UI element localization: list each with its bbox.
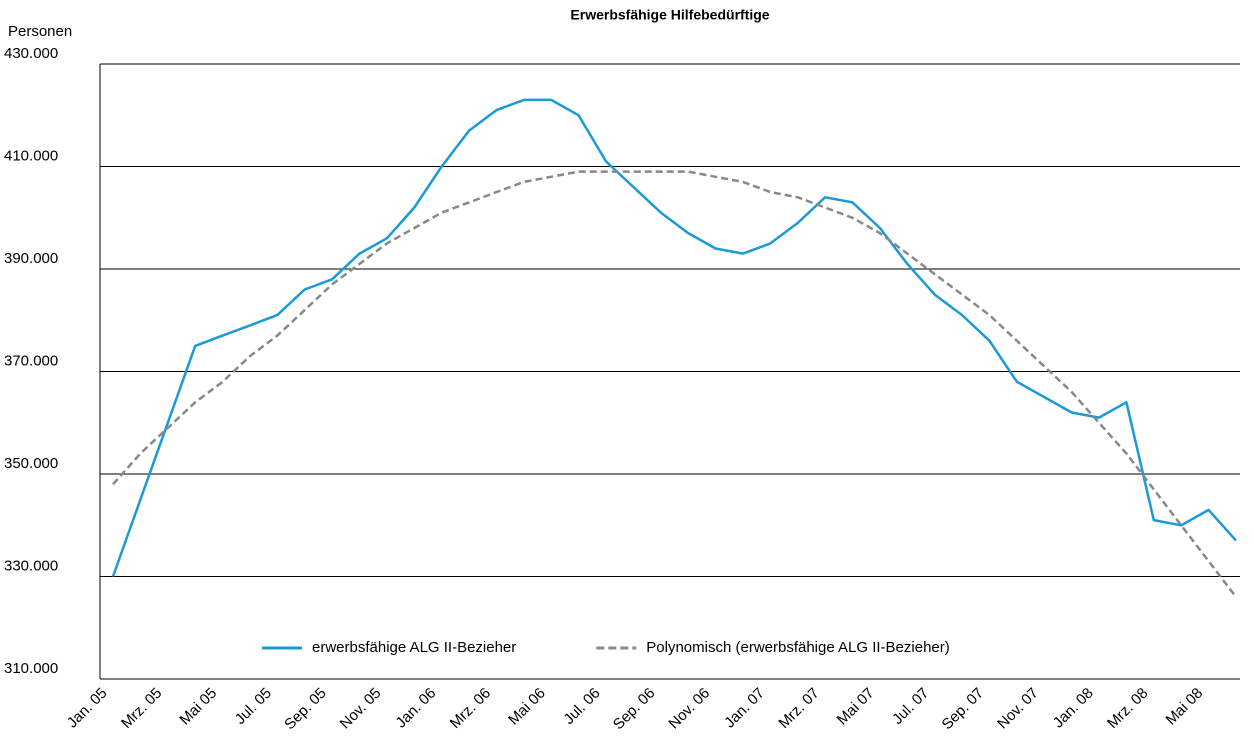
x-tick-label: Jan. 08 [1050,685,1097,732]
series-line [112,170,1237,598]
x-tick-label: Mai 05 [176,685,220,729]
x-tick-label: Nov. 07 [994,685,1042,733]
x-tick-label: Jan. 06 [392,685,439,732]
y-axis-label: Personen [8,23,72,40]
x-tick-label: Sep. 06 [610,685,659,734]
x-tick-label: Mrz. 06 [447,685,494,732]
x-tick-label: Sep. 07 [939,685,988,734]
x-tick-label: Jan. 05 [64,685,111,732]
x-tick-label: Jul. 07 [889,685,932,728]
x-tick-label: Nov. 05 [337,685,385,733]
y-tick-label: 370.000 [4,352,58,369]
x-tick-label: Mrz. 08 [1104,685,1151,732]
x-tick-label: Jul. 05 [232,685,275,728]
x-tick-label: Mai 06 [505,685,549,729]
x-tick-label: Nov. 06 [665,685,713,733]
x-tick-label: Jan. 07 [721,685,768,732]
legend-label: Polynomisch (erwerbsfähige ALG II-Bezieh… [646,639,949,656]
series-line [111,98,1237,577]
chart-title: Erwerbsfähige Hilfebedürftige [570,7,769,23]
x-tick-label: Mrz. 07 [775,685,822,732]
y-tick-label: 350.000 [4,455,58,472]
y-tick-label: 430.000 [4,45,58,62]
y-tick-label: 310.000 [4,660,58,677]
x-tick-label: Mai 07 [834,685,878,729]
y-tick-label: 330.000 [4,557,58,574]
x-tick-label: Mrz. 05 [118,685,165,732]
x-tick-label: Sep. 05 [281,685,330,734]
legend-label: erwerbsfähige ALG II-Bezieher [312,639,516,656]
y-tick-label: 390.000 [4,250,58,267]
y-tick-label: 410.000 [4,147,58,164]
x-tick-label: Mai 08 [1162,685,1206,729]
x-tick-label: Jul. 06 [560,685,603,728]
